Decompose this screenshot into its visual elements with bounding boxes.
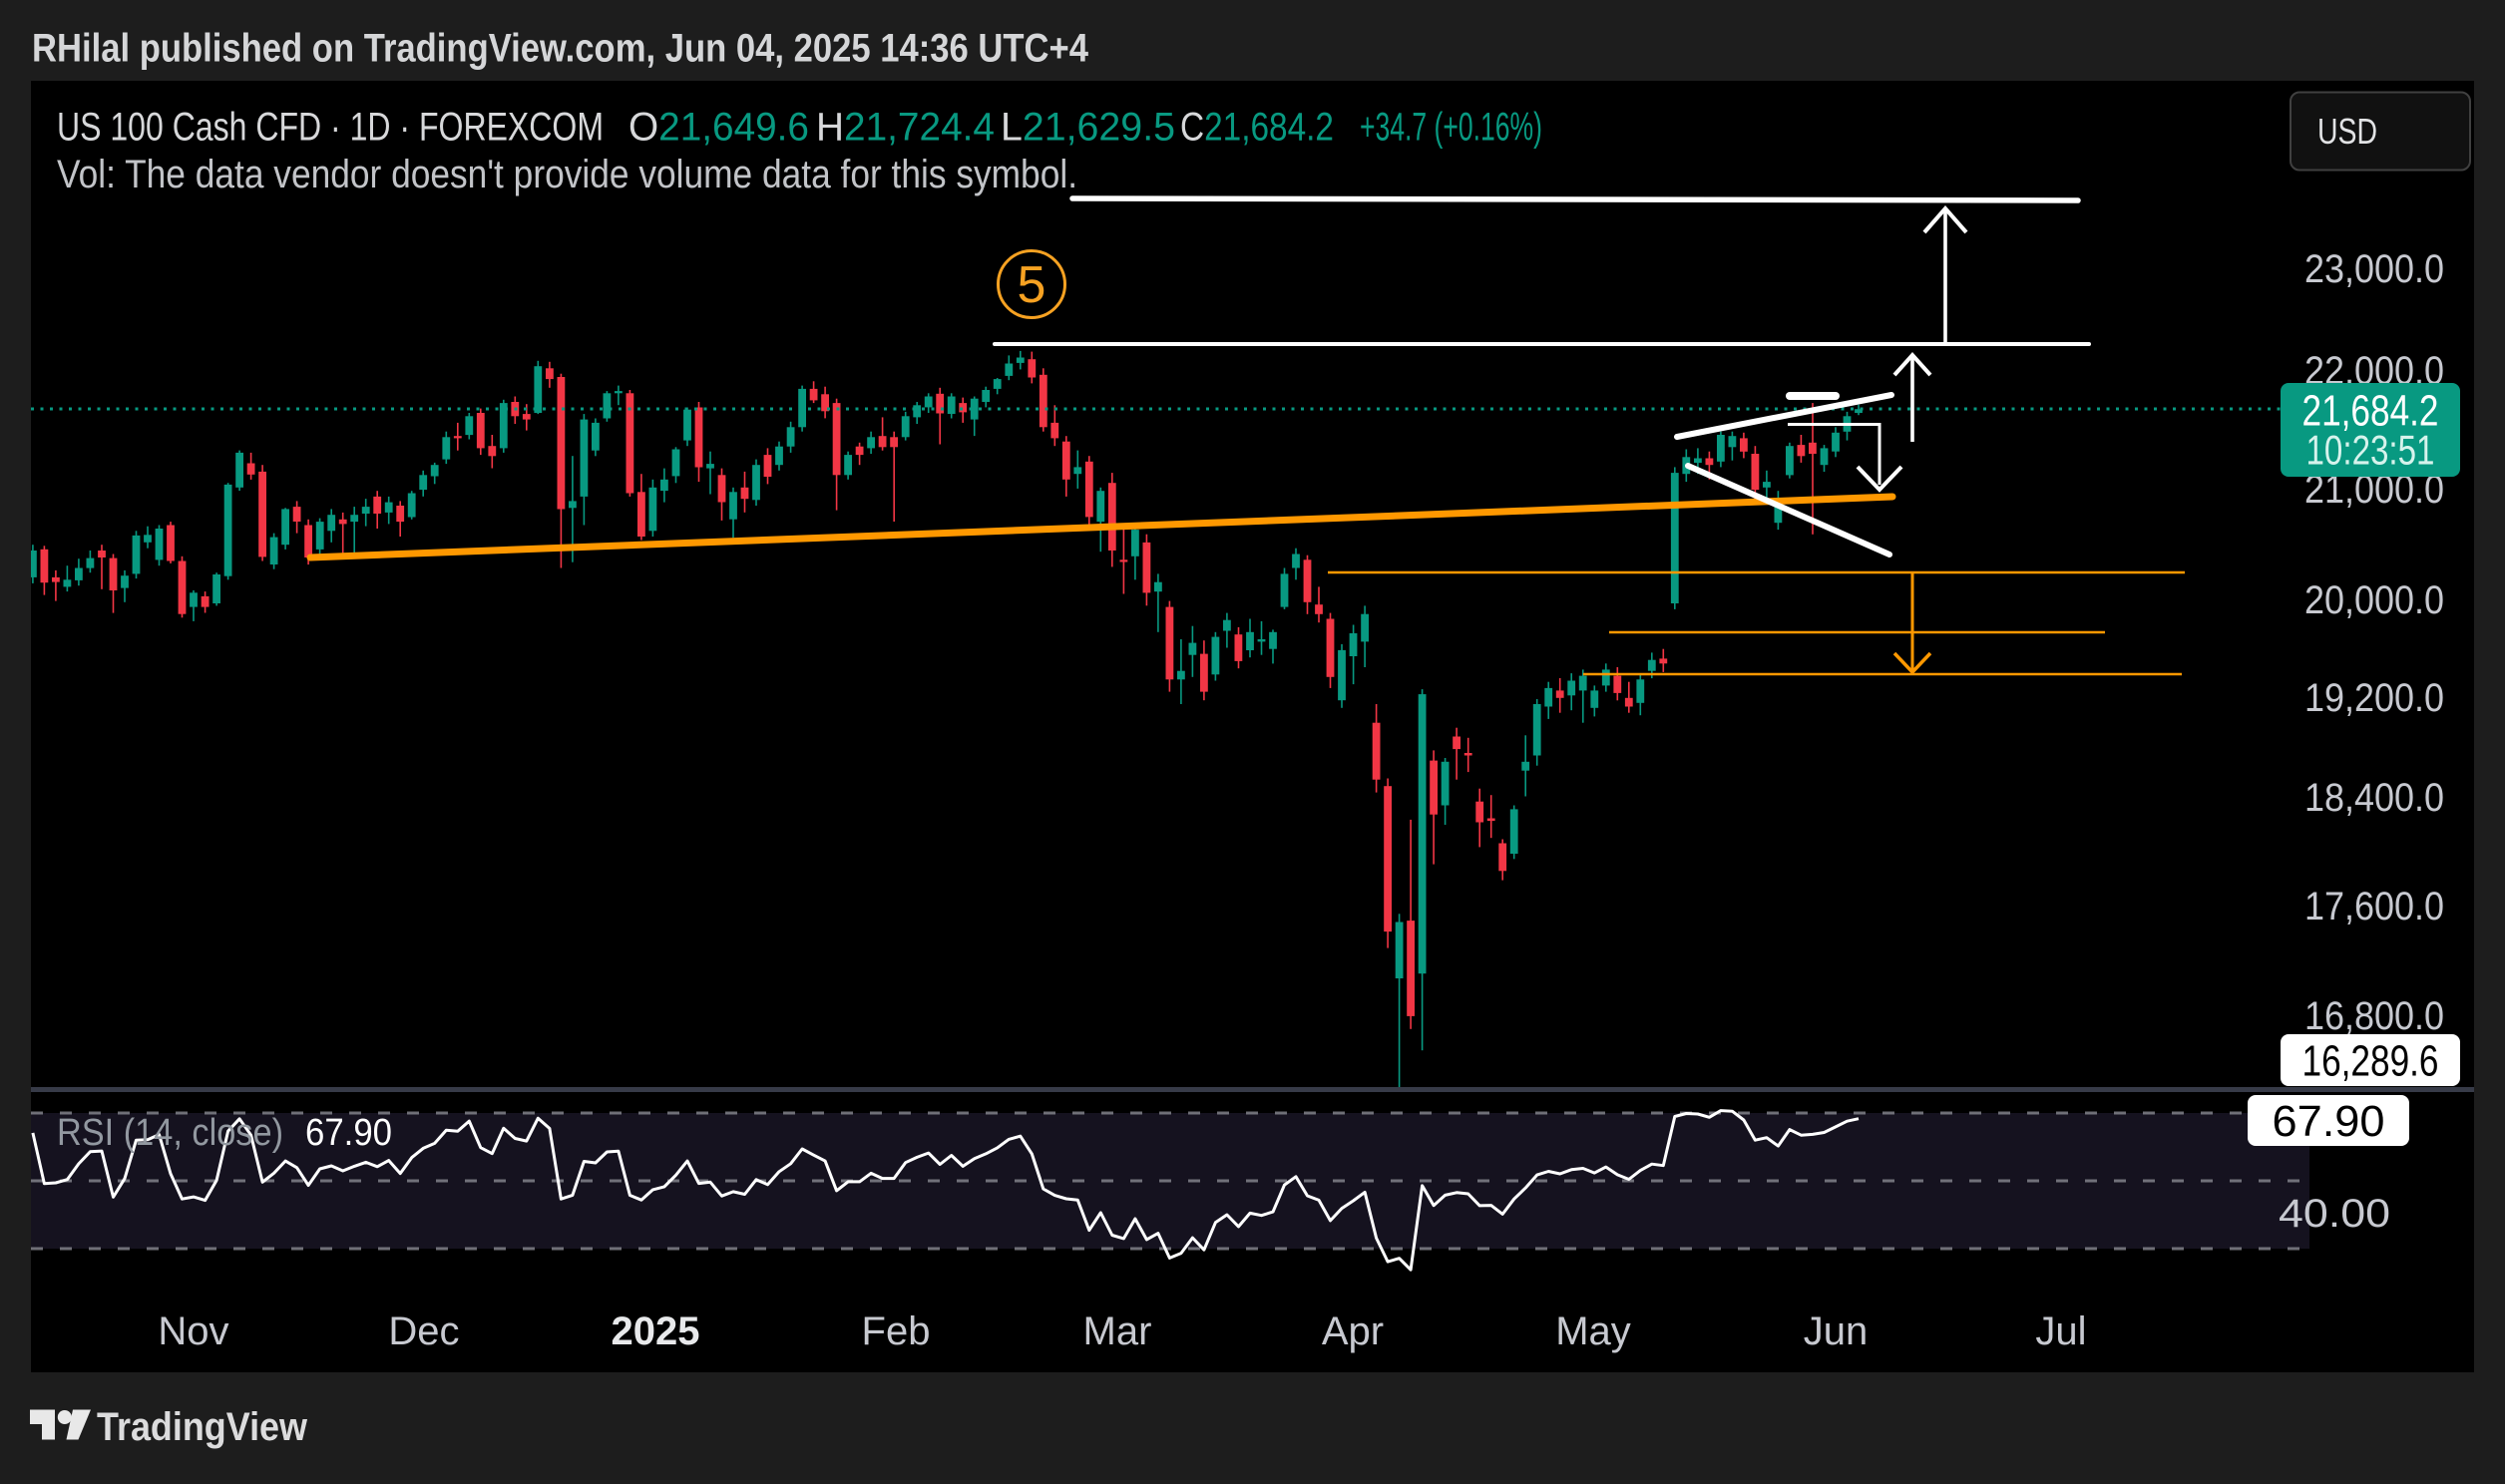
svg-text:Vol: The data vendor doesn't p: Vol: The data vendor doesn't provide vol… — [57, 153, 1077, 196]
svg-text:67.90: 67.90 — [305, 1112, 392, 1154]
svg-text:Feb: Feb — [862, 1309, 931, 1353]
svg-text:TradingView: TradingView — [97, 1405, 308, 1449]
svg-text:Nov: Nov — [158, 1309, 228, 1353]
svg-text:17,600.0: 17,600.0 — [2304, 885, 2444, 928]
svg-text:16,289.6: 16,289.6 — [2302, 1037, 2439, 1086]
svg-text:O21,649.6: O21,649.6 — [628, 106, 809, 150]
svg-text:RHilal published on TradingVie: RHilal published on TradingView.com, Jun… — [32, 27, 1089, 71]
svg-text:L21,629.5: L21,629.5 — [1001, 106, 1175, 150]
svg-text:May: May — [1555, 1309, 1631, 1353]
svg-text:Apr: Apr — [1322, 1309, 1384, 1353]
svg-text:H21,724.4: H21,724.4 — [816, 106, 995, 150]
svg-text:Dec: Dec — [388, 1309, 459, 1353]
svg-text:40.00: 40.00 — [2279, 1192, 2390, 1236]
svg-text:20,000.0: 20,000.0 — [2304, 578, 2444, 622]
svg-text:Jun: Jun — [1804, 1309, 1869, 1353]
svg-text:5: 5 — [1018, 256, 1046, 314]
svg-text:2025: 2025 — [612, 1309, 700, 1353]
svg-text:10:23:51: 10:23:51 — [2306, 427, 2435, 474]
svg-text:18,400.0: 18,400.0 — [2304, 776, 2444, 820]
svg-text:23,000.0: 23,000.0 — [2304, 247, 2444, 291]
svg-text:C21,684.2: C21,684.2 — [1180, 106, 1334, 150]
svg-text:USD: USD — [2317, 111, 2377, 152]
svg-text:Jul: Jul — [2035, 1309, 2086, 1353]
svg-text:21,684.2: 21,684.2 — [2302, 387, 2439, 436]
svg-text:US 100 Cash CFD · 1D · FOREXCO: US 100 Cash CFD · 1D · FOREXCOM — [57, 106, 604, 150]
svg-text:+34.7 (+0.16%): +34.7 (+0.16%) — [1360, 106, 1542, 150]
svg-text:19,200.0: 19,200.0 — [2304, 676, 2444, 720]
svg-text:Mar: Mar — [1083, 1309, 1152, 1353]
svg-text:RSI (14, close): RSI (14, close) — [57, 1112, 283, 1154]
svg-text:67.90: 67.90 — [2273, 1097, 2385, 1146]
svg-text:16,800.0: 16,800.0 — [2304, 994, 2444, 1038]
